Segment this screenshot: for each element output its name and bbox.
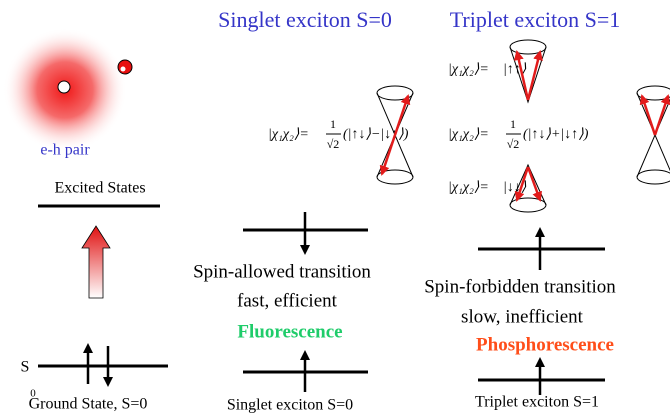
triplet-cone-mixed	[636, 85, 670, 185]
singlet-speed: fast, efficient	[237, 290, 338, 311]
triplet-title: Triplet exciton S=1	[450, 7, 621, 32]
triplet-cone-up	[509, 39, 547, 104]
triplet-process: Phosphorescence	[476, 334, 614, 355]
triplet-cone-down	[509, 163, 547, 213]
triplet-speed: slow, inefficient	[461, 306, 584, 327]
singlet-process: Fluorescence	[237, 321, 342, 342]
singlet-bottom-label: Singlet exciton S=0	[227, 397, 353, 414]
ground-subscript: 0	[30, 388, 36, 400]
formula-num: 1	[330, 117, 336, 131]
pair-label: e-h pair	[40, 142, 90, 159]
excited-label: Excited States	[54, 180, 145, 197]
electron	[117, 59, 133, 75]
excitation-arrow	[81, 225, 111, 299]
hole	[57, 80, 71, 94]
formula-num: 1	[510, 117, 516, 131]
electron-highlight	[120, 66, 126, 72]
formula-den: √2	[327, 137, 340, 151]
formula-rhs: (|↑↓⟩−|↓↑⟩)	[343, 127, 409, 142]
singlet-title: Singlet exciton S=0	[218, 7, 392, 32]
singlet-transition: Spin-allowed transition	[193, 261, 371, 282]
formula-lhs: |χ₁χ₂⟩=	[268, 127, 309, 142]
ground-symbol: S	[21, 359, 30, 376]
triplet-bottom-label: Triplet exciton S=1	[475, 394, 599, 411]
formula-lhs: |χ₁χ₂⟩=	[448, 62, 489, 77]
ground-label: Ground State, S=0	[29, 396, 148, 413]
formula-lhs: |χ₁χ₂⟩=	[448, 127, 489, 142]
formula-lhs: |χ₁χ₂⟩=	[448, 180, 489, 195]
formula-rhs: (|↑↓⟩+|↓↑⟩)	[523, 127, 589, 142]
formula-den: √2	[507, 137, 520, 151]
singlet-cone	[376, 85, 414, 185]
triplet-transition: Spin-forbidden transition	[424, 276, 616, 297]
